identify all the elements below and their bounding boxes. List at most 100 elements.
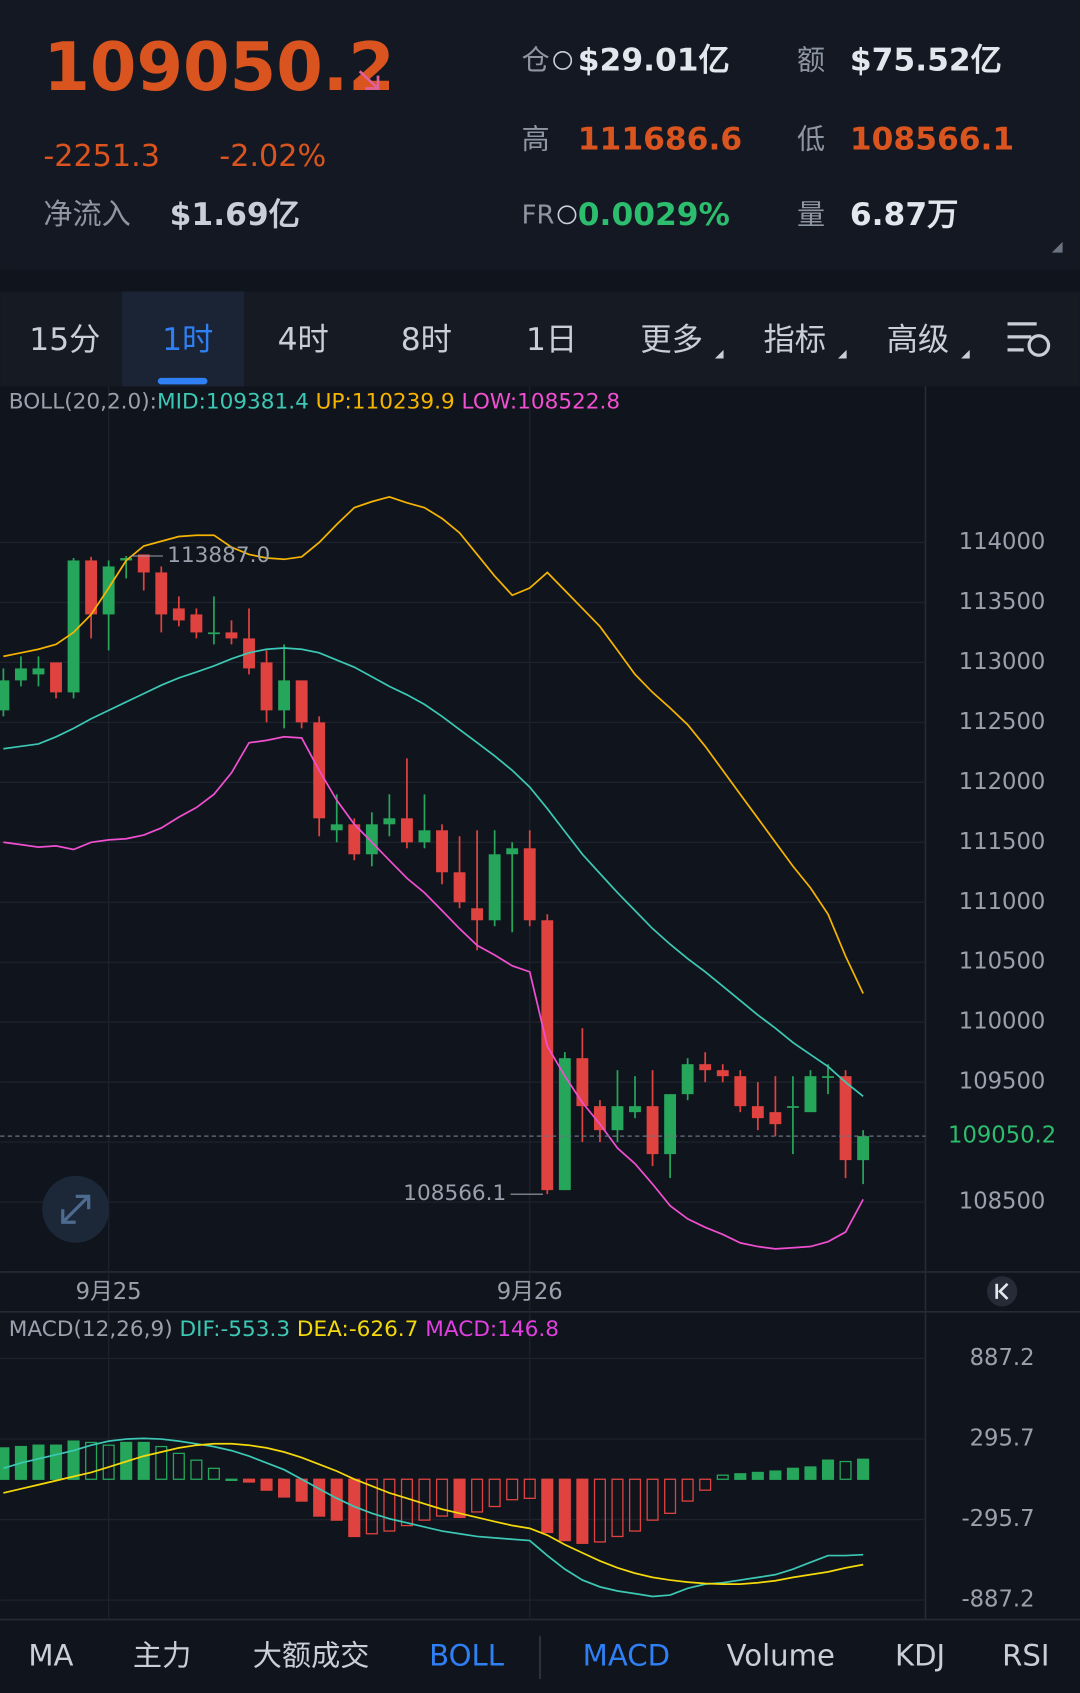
y-tick-label: 112000: [959, 769, 1046, 795]
indicator-tab[interactable]: Volume: [727, 1638, 835, 1672]
candle-body: [50, 662, 62, 693]
candle-body: [611, 1106, 624, 1131]
macd-bar: [0, 1447, 10, 1480]
indicator-legend: BOLL(20,2.0):MID:109381.4 UP:110239.9 LO…: [9, 390, 620, 415]
candle-body: [558, 1058, 571, 1191]
last-price-box: [928, 1118, 1080, 1154]
boll-line: [3, 735, 864, 1250]
candle-body: [365, 824, 378, 855]
boll-line: [3, 495, 864, 994]
timeframe-tabs: 15分 1时 4时 8时 1日 更多 指标 高级: [29, 322, 970, 359]
macd-line: [3, 1442, 864, 1586]
timeframe-tab[interactable]: 4时: [278, 322, 329, 358]
y-tick-label: 109500: [959, 1069, 1046, 1095]
macd-bar: [365, 1478, 378, 1535]
turnover-label: 额: [797, 44, 825, 77]
macd-bar: [664, 1478, 677, 1514]
y-tick-label: 114000: [959, 529, 1046, 555]
candle-body: [857, 1136, 870, 1161]
timeframe-tab[interactable]: 高级: [887, 322, 950, 358]
candle-body: [488, 854, 501, 921]
indicator-tabs: MA 主力 大额成交 BOLL MACD Volume KDJ RSI: [28, 1638, 1049, 1672]
candle-body: [751, 1106, 764, 1119]
indicator-tab[interactable]: MA: [28, 1638, 73, 1672]
y-tick-label: 108500: [959, 1189, 1046, 1215]
timeframe-tab[interactable]: 1日: [526, 322, 577, 358]
y-tick-label: 113000: [959, 649, 1046, 675]
indicator-tab[interactable]: KDJ: [895, 1638, 945, 1672]
candle-body: [260, 662, 273, 711]
macd-bar: [260, 1478, 273, 1491]
settings-icon[interactable]: [1007, 322, 1037, 352]
candle-body: [593, 1106, 606, 1131]
candle-body: [523, 848, 536, 921]
legend-entry: DEA:-626.7: [297, 1317, 418, 1342]
indicator-tab[interactable]: BOLL: [429, 1638, 505, 1672]
macd-bar: [155, 1445, 168, 1480]
candle-body: [172, 608, 185, 621]
legend-entry: LOW:108522.8: [462, 390, 621, 415]
macd-bar: [383, 1478, 396, 1532]
y-tick-label: 110000: [959, 1009, 1046, 1035]
candle-body: [32, 668, 45, 675]
macd-bar: [67, 1440, 80, 1480]
y-tick-label: 113500: [959, 589, 1046, 615]
macd-bar: [857, 1458, 870, 1480]
net-inflow: $1.69亿: [170, 197, 300, 233]
macd-line: [3, 1437, 864, 1598]
last-price-label: 109050.2: [948, 1123, 1056, 1149]
candle-body: [664, 1094, 677, 1155]
volume-label: 量: [797, 198, 825, 231]
macd-bar: [137, 1441, 150, 1480]
timeframe-tab[interactable]: 指标: [764, 322, 827, 358]
indicator-tab[interactable]: 大额成交: [253, 1638, 370, 1672]
change-pct: -2.02%: [219, 139, 326, 174]
legend-entry: MACD:146.8: [425, 1317, 559, 1342]
indicator-tab[interactable]: MACD: [583, 1638, 670, 1672]
indicator-tab[interactable]: 主力: [133, 1638, 191, 1672]
candle-body: [822, 1076, 834, 1078]
macd-bar: [699, 1478, 712, 1491]
candle-body: [207, 632, 220, 635]
macd-bar: [821, 1459, 835, 1480]
candle-body: [155, 572, 168, 615]
macd-bar: [32, 1444, 45, 1480]
timeframe-tab[interactable]: 1时: [162, 322, 213, 358]
candle-body: [629, 1106, 641, 1113]
timeframe-tab[interactable]: 15分: [29, 322, 100, 358]
macd-bar: [435, 1478, 449, 1517]
macd-bar: [207, 1467, 220, 1480]
y-tick-label: -295.7: [961, 1506, 1034, 1532]
macd-bar: [242, 1478, 256, 1483]
scroll-end-button[interactable]: [987, 1276, 1018, 1307]
macd-bar: [49, 1444, 63, 1480]
macd-bar: [646, 1478, 659, 1521]
candle-body: [102, 566, 115, 615]
macd-bar: [313, 1478, 326, 1517]
net-inflow-label: 净流入: [43, 197, 130, 231]
timeframe-tab[interactable]: 更多: [640, 322, 703, 358]
x-tick-label: 9月25: [76, 1279, 142, 1305]
y-tick-label: 111500: [959, 829, 1046, 855]
macd-bar: [418, 1478, 431, 1521]
indicator-tab[interactable]: RSI: [1002, 1638, 1049, 1672]
macd-bar: [558, 1478, 571, 1542]
high: 111686.6: [578, 121, 742, 157]
candle-body: [769, 1112, 782, 1125]
macd-bar: [506, 1478, 519, 1501]
indicator-label: MACD(12,26,9): [9, 1317, 173, 1342]
legend-entry: MID:109381.4: [157, 390, 309, 415]
low: 108566.1: [850, 121, 1014, 157]
y-tick-label: 112500: [959, 709, 1046, 735]
timeframe-tab[interactable]: 8时: [401, 322, 452, 358]
oi: $29.01亿: [578, 43, 730, 79]
candle-body: [786, 1106, 799, 1108]
info-icon[interactable]: [553, 51, 573, 70]
macd-bar: [523, 1478, 536, 1499]
fr-label: FR: [522, 200, 555, 230]
y-tick-label: 110500: [959, 949, 1046, 975]
info-icon[interactable]: [557, 205, 577, 225]
y-tick-label: 111000: [959, 889, 1046, 915]
candle-body: [295, 680, 308, 723]
candle-body: [383, 818, 396, 825]
